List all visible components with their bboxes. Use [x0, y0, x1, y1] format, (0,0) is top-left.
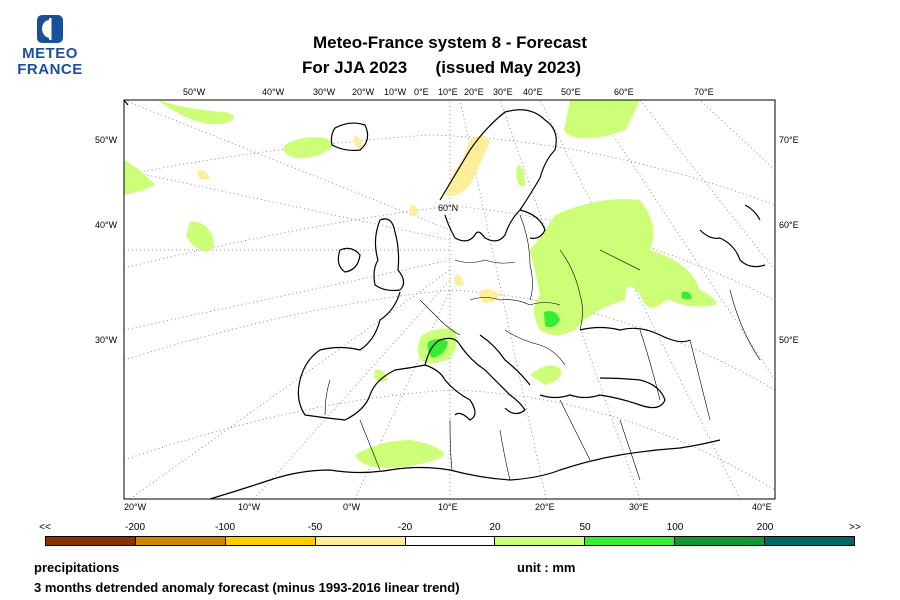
inner-latitude-label: 60°N	[438, 203, 458, 213]
dry-zone-atlantic	[198, 170, 210, 180]
legend-swatch	[675, 537, 766, 545]
top-tick: 40°E	[523, 87, 543, 97]
bottom-tick: 20°W	[124, 502, 147, 512]
legend-color-bar	[45, 536, 855, 546]
wet-zone-barents	[564, 100, 640, 139]
right-tick: 60°E	[779, 220, 799, 230]
legend-swatch	[405, 537, 496, 545]
map-frame	[123, 99, 776, 500]
very-wet-zone-urals	[681, 291, 692, 300]
right-tick: 70°E	[779, 135, 799, 145]
title-line2: For JJA 2023 (issued May 2023)	[302, 58, 582, 77]
top-tick: 30°E	[493, 87, 513, 97]
legend-swatch	[46, 537, 136, 545]
coastlines	[124, 100, 766, 499]
wet-zone-libya	[355, 440, 445, 468]
legend-swatch	[765, 537, 855, 545]
meteo-france-logo: METEO FRANCE	[14, 14, 86, 78]
top-tick: 10°E	[438, 87, 458, 97]
left-tick: 50°W	[95, 135, 118, 145]
bottom-tick: 10°W	[238, 502, 261, 512]
very-wet-zone-carpathians	[544, 311, 560, 328]
legend-label: >>	[849, 522, 861, 533]
wet-zone-sweden	[516, 165, 525, 187]
legend-label: 20	[489, 522, 501, 533]
top-tick: 10°W	[384, 87, 407, 97]
bottom-tick: 30°E	[629, 502, 649, 512]
wet-zone-balkans	[530, 365, 561, 385]
forecast-description: 3 months detrended anomaly forecast (min…	[34, 580, 460, 595]
top-tick: 0°E	[414, 87, 429, 97]
legend-label: 50	[579, 522, 591, 533]
logo-text-line2: FRANCE	[17, 61, 83, 78]
legend-swatch	[225, 537, 316, 545]
wet-zone-atlantic-north	[158, 100, 234, 125]
wet-zone-atlantic-west	[124, 160, 155, 195]
left-tick-labels: 50°W 40°W 30°W	[95, 135, 118, 345]
top-tick: 50°W	[183, 87, 206, 97]
variable-name: precipitations	[34, 560, 120, 575]
color-legend: << -200 -100 -50 -20 20 50 100 200 >>	[0, 518, 900, 558]
top-tick: 20°W	[352, 87, 375, 97]
wet-zone-atlantic-mid	[186, 221, 214, 252]
legend-swatch	[135, 537, 226, 545]
legend-label: -20	[397, 522, 413, 533]
right-tick-labels: 70°E 60°E 50°E	[779, 135, 799, 345]
logo-text-line1: METEO	[22, 45, 78, 62]
dry-zone-sea	[410, 204, 418, 216]
right-tick: 50°E	[779, 335, 799, 345]
legend-swatch	[585, 537, 676, 545]
dry-zone-norway	[445, 135, 490, 197]
dry-zone-iceland	[354, 136, 362, 149]
bottom-tick: 20°E	[535, 502, 555, 512]
very-wet-zone-alps	[427, 339, 448, 358]
bottom-longitude-ticks: 20°W 10°W 0°W 10°E 20°E 30°E 40°E	[124, 502, 772, 512]
meteo-france-logo-icon	[37, 15, 63, 43]
legend-label: <<	[39, 522, 51, 533]
left-tick: 40°W	[95, 220, 118, 230]
legend-label: -200	[124, 522, 146, 533]
legend-swatch	[495, 537, 586, 545]
title-line1: Meteo-France system 8 - Forecast	[313, 33, 587, 52]
bottom-tick: 10°E	[438, 502, 458, 512]
borders	[324, 214, 761, 481]
map-title: Meteo-France system 8 - Forecast For JJA…	[250, 30, 650, 80]
precipitation-anomaly-map: 60°N 50°W 40°W 30°W 20°W 10°W 0°E 10°E 2…	[95, 87, 799, 512]
legend-swatch	[315, 537, 406, 545]
top-tick: 50°E	[561, 87, 581, 97]
legend-label: 100	[666, 522, 684, 533]
top-tick: 70°E	[694, 87, 714, 97]
bottom-tick: 40°E	[752, 502, 772, 512]
legend-label: 200	[756, 522, 774, 533]
legend-label: -100	[214, 522, 236, 533]
anomaly-shading	[124, 100, 716, 468]
legend-label: -50	[307, 522, 323, 533]
wet-zone-east	[530, 199, 716, 335]
bottom-tick: 0°W	[343, 502, 361, 512]
dry-zone-germany	[454, 274, 464, 286]
dry-zone-poland	[478, 289, 500, 303]
top-tick: 60°E	[614, 87, 634, 97]
left-tick: 30°W	[95, 335, 118, 345]
wet-zone-iceland	[283, 137, 333, 159]
top-longitude-ticks: 50°W 40°W 30°W 20°W 10°W 0°E 10°E 20°E 3…	[183, 87, 714, 97]
unit-label: unit : mm	[517, 560, 576, 575]
top-tick: 40°W	[262, 87, 285, 97]
wet-zone-kazakh	[639, 282, 666, 308]
top-tick: 20°E	[464, 87, 484, 97]
top-tick: 30°W	[313, 87, 336, 97]
wet-zone-sardinia	[374, 369, 388, 383]
